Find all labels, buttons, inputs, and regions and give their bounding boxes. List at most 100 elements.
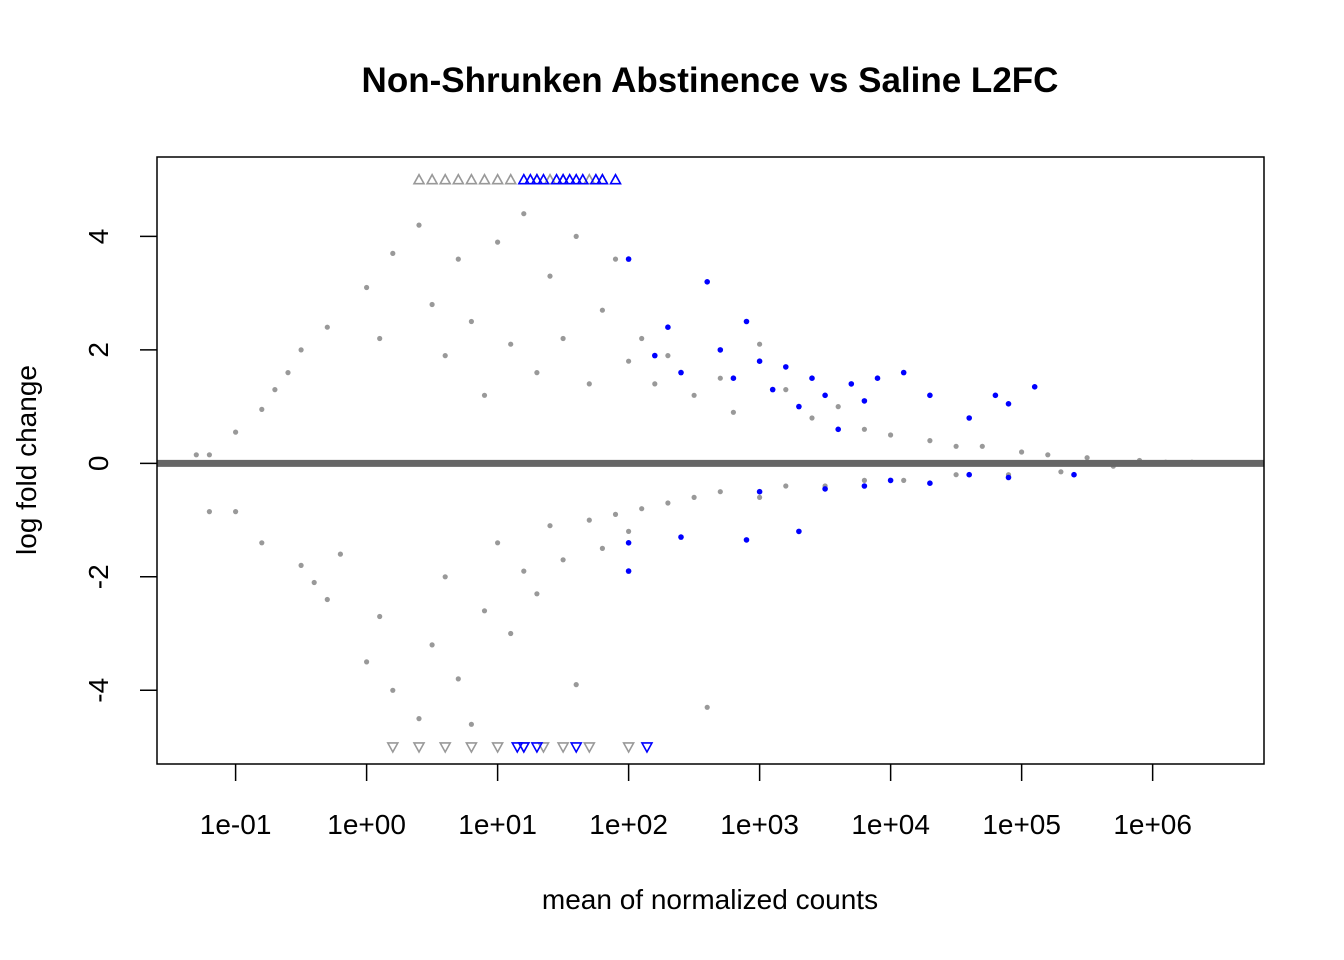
data-point — [233, 509, 239, 515]
clipped-down-triangle — [510, 742, 524, 754]
plot-frame — [156, 156, 1265, 765]
data-point — [599, 307, 606, 313]
data-point — [259, 540, 265, 546]
data-point — [783, 483, 789, 489]
clipped-down-triangle — [537, 742, 550, 754]
clipped-down-triangle — [412, 742, 426, 754]
data-point — [560, 335, 566, 342]
data-point — [495, 239, 501, 245]
data-point — [665, 353, 671, 359]
data-point — [429, 642, 435, 648]
x-tick-label: 1e+00 — [327, 809, 406, 840]
significant-point — [769, 386, 776, 393]
data-point — [324, 596, 330, 603]
clipped-up-triangle — [569, 173, 583, 185]
data-point — [364, 659, 370, 665]
clipped-up-triangle — [556, 173, 570, 185]
clipped-up-triangle — [517, 173, 531, 185]
data-point — [861, 477, 868, 483]
significant-point — [756, 358, 763, 365]
clipped-up-triangle — [550, 173, 563, 185]
y-axis-label: log fold change — [11, 365, 42, 555]
clipped-down-triangle — [556, 742, 570, 754]
data-point — [377, 613, 383, 620]
significant-point — [1071, 471, 1077, 478]
significant-point — [756, 488, 763, 495]
data-point — [233, 429, 239, 435]
data-point — [573, 682, 579, 688]
chart-title: Non-Shrunken Abstinence vs Saline L2FC — [362, 61, 1059, 100]
significant-point — [625, 568, 632, 574]
data-point — [416, 716, 422, 722]
data-point — [612, 256, 619, 262]
data-point — [547, 523, 553, 529]
significant-point — [848, 381, 855, 387]
data-point — [586, 517, 592, 523]
clipped-down-triangle — [582, 742, 596, 754]
data-point — [691, 392, 697, 398]
clipped-up-triangle — [478, 173, 491, 185]
x-tick-label: 1e+03 — [720, 809, 799, 840]
data-point — [560, 557, 566, 563]
significant-point — [809, 375, 815, 382]
data-point — [626, 528, 632, 535]
clipped-up-triangle — [438, 173, 452, 185]
significant-point — [927, 392, 933, 399]
data-point — [468, 721, 474, 727]
clipped-up-triangle — [451, 173, 465, 185]
clipped-up-triangle — [504, 173, 518, 185]
y-tick-label: -4 — [83, 678, 114, 703]
data-point — [521, 568, 527, 574]
clipped-down-triangle — [491, 742, 504, 754]
significant-point — [796, 403, 802, 410]
clipped-up-triangle — [543, 173, 557, 185]
data-point — [691, 494, 697, 500]
significant-point — [625, 540, 632, 546]
significant-point — [992, 392, 999, 399]
data-point — [442, 353, 448, 359]
data-point — [547, 273, 553, 279]
data-point — [534, 591, 540, 597]
clipped-down-triangle — [569, 742, 583, 754]
data-point — [586, 381, 592, 387]
significant-point — [652, 352, 658, 359]
significant-point — [927, 480, 933, 487]
significant-point — [625, 256, 632, 262]
clipped-up-triangle — [589, 173, 603, 185]
data-point — [927, 438, 933, 444]
significant-point — [678, 534, 684, 540]
significant-point — [874, 375, 881, 382]
clipped-down-triangle — [465, 742, 478, 754]
clipped-up-triangle — [530, 173, 544, 185]
data-point — [652, 381, 658, 387]
clipped-up-triangle — [582, 173, 596, 185]
data-point — [455, 256, 461, 262]
clipped-down-triangle — [517, 742, 531, 754]
data-point — [809, 415, 815, 421]
data-point — [953, 472, 959, 478]
significant-point — [1005, 474, 1012, 481]
data-point — [285, 370, 291, 376]
x-tick-label: 1e+05 — [982, 809, 1061, 840]
clipped-down-triangle — [530, 742, 544, 754]
data-point — [429, 301, 435, 308]
data-point — [665, 500, 671, 506]
significant-point — [704, 279, 710, 285]
data-point — [298, 562, 304, 569]
data-point — [416, 222, 422, 228]
data-point — [193, 452, 199, 458]
points-layer — [193, 211, 1195, 727]
data-point — [626, 358, 632, 364]
x-tick-label: 1e+01 — [458, 809, 537, 840]
clipped-down-triangle — [386, 742, 400, 754]
x-axis-label: mean of normalized counts — [542, 884, 878, 915]
clipped-up-triangle — [465, 173, 478, 185]
clipped-up-triangle — [563, 173, 577, 185]
data-point — [521, 211, 527, 217]
y-axis: -4 -2 0 2 4 — [83, 229, 157, 703]
data-point — [377, 335, 383, 342]
data-point — [979, 443, 985, 449]
data-point — [1045, 452, 1051, 458]
y-tick-label: 0 — [83, 456, 114, 472]
data-point — [573, 233, 579, 239]
